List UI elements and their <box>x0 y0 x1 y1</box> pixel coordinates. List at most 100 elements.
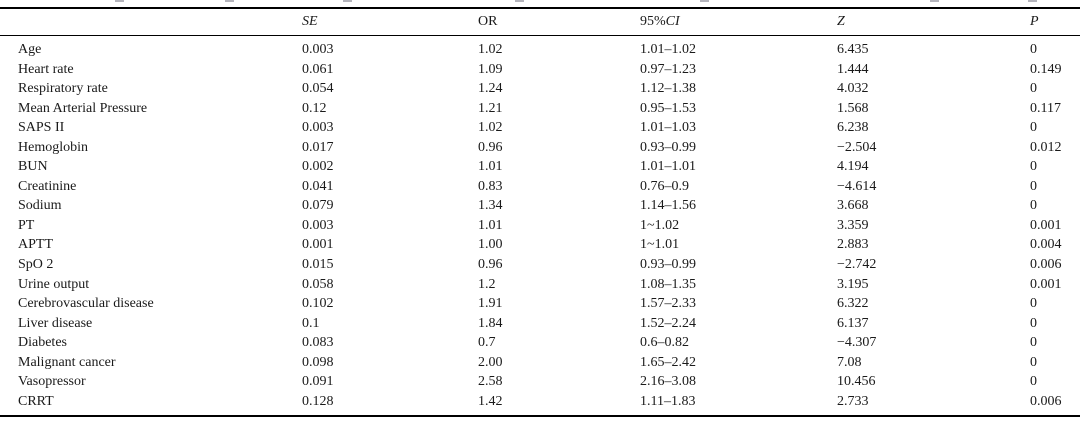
header-row: SE OR 95%CI Z P <box>0 8 1080 36</box>
table-row: Age 0.003 1.02 1.01–1.02 6.435 0 <box>0 36 1080 60</box>
regression-results-table: SE OR 95%CI Z P Age 0.003 1.02 1.01–1.02 6.4… <box>0 7 1080 418</box>
cell-or: 1.24 <box>478 81 503 97</box>
cell-variable: Cerebrovascular disease <box>18 296 154 312</box>
cell-p: 0 <box>1030 374 1037 390</box>
cell-variable: PT <box>18 217 35 233</box>
cell-variable: Malignant cancer <box>18 354 116 370</box>
cell-se: 0.091 <box>302 374 334 390</box>
cell-or: 0.96 <box>478 139 503 155</box>
cropped-text-remnant <box>0 0 1080 4</box>
cell-z: −2.504 <box>837 139 877 155</box>
table-row: Sodium 0.079 1.34 1.14–1.56 3.668 0 <box>0 196 1080 216</box>
cell-se: 0.098 <box>302 354 334 370</box>
cell-or: 1.09 <box>478 61 503 77</box>
cell-p: 0.001 <box>1030 276 1062 292</box>
cell-or: 1.34 <box>478 198 503 214</box>
cell-or: 1.2 <box>478 276 496 292</box>
cell-variable: Sodium <box>18 198 62 214</box>
cell-se: 0.083 <box>302 335 334 351</box>
table-row: CRRT 0.128 1.42 1.11–1.83 2.733 0.006 <box>0 392 1080 417</box>
cell-ci: 1.57–2.33 <box>640 296 696 312</box>
cell-ci: 1.01–1.03 <box>640 120 696 136</box>
col-header-z: Z <box>837 8 1030 36</box>
cell-z: 10.456 <box>837 374 876 390</box>
cell-z: 4.194 <box>837 159 869 175</box>
cell-p: 0.117 <box>1030 100 1061 116</box>
cell-ci: 0.93–0.99 <box>640 139 696 155</box>
cell-or: 0.96 <box>478 257 503 273</box>
cell-ci: 1.08–1.35 <box>640 276 696 292</box>
text-fragment <box>1028 0 1037 2</box>
table-row: Urine output 0.058 1.2 1.08–1.35 3.195 0.001 <box>0 275 1080 295</box>
table-row: Malignant cancer 0.098 2.00 1.65–2.42 7.08 0 <box>0 353 1080 373</box>
table-row: SpO 2 0.015 0.96 0.93–0.99 −2.742 0.006 <box>0 255 1080 275</box>
cell-p: 0 <box>1030 120 1037 136</box>
cell-se: 0.003 <box>302 120 334 136</box>
ci-label: CI <box>665 14 680 29</box>
col-header-or: OR <box>478 8 640 36</box>
cell-p: 0 <box>1030 178 1037 194</box>
cell-or: 2.00 <box>478 354 503 370</box>
cell-or: 1.21 <box>478 100 503 116</box>
cell-z: 4.032 <box>837 81 869 97</box>
cell-ci: 0.93–0.99 <box>640 257 696 273</box>
cell-se: 0.002 <box>302 159 334 175</box>
table-row: Diabetes 0.083 0.7 0.6–0.82 −4.307 0 <box>0 333 1080 353</box>
cell-or: 1.42 <box>478 393 503 409</box>
cell-variable: Liver disease <box>18 315 93 331</box>
cell-se: 0.003 <box>302 217 334 233</box>
cell-p: 0.149 <box>1030 61 1062 77</box>
cell-se: 0.058 <box>302 276 334 292</box>
cell-or: 1.01 <box>478 217 503 233</box>
cell-ci: 1~1.01 <box>640 237 680 253</box>
cell-z: 1.568 <box>837 100 869 116</box>
cell-or: 1.02 <box>478 42 503 57</box>
cell-se: 0.017 <box>302 139 334 155</box>
cell-ci: 0.95–1.53 <box>640 100 696 116</box>
cell-p: 0 <box>1030 42 1037 57</box>
table-row: Cerebrovascular disease 0.102 1.91 1.57–2.3… <box>0 294 1080 314</box>
cell-p: 0.001 <box>1030 217 1062 233</box>
cell-variable: Respiratory rate <box>18 81 108 97</box>
cell-variable: Heart rate <box>18 61 74 77</box>
cell-z: 3.195 <box>837 276 869 292</box>
cell-z: 3.359 <box>837 217 869 233</box>
cell-p: 0.012 <box>1030 139 1062 155</box>
cell-variable: Mean Arterial Pressure <box>18 100 148 116</box>
cell-se: 0.003 <box>302 42 334 57</box>
cell-or: 1.91 <box>478 296 503 312</box>
cell-variable: BUN <box>18 159 48 175</box>
cell-or: 1.02 <box>478 120 503 136</box>
cell-z: −2.742 <box>837 257 877 273</box>
cell-variable: Urine output <box>18 276 90 292</box>
cell-z: 6.322 <box>837 296 869 312</box>
table-row: Heart rate 0.061 1.09 0.97–1.23 1.444 0.149 <box>0 60 1080 80</box>
text-fragment <box>343 0 352 2</box>
cell-ci: 1.11–1.83 <box>640 393 696 409</box>
cell-variable: Hemoglobin <box>18 139 88 155</box>
cell-se: 0.015 <box>302 257 334 273</box>
table-row: Liver disease 0.1 1.84 1.52–2.24 6.137 0 <box>0 314 1080 334</box>
cell-p: 0 <box>1030 296 1037 312</box>
cell-or: 0.83 <box>478 178 503 194</box>
cell-p: 0.006 <box>1030 393 1062 409</box>
cell-p: 0 <box>1030 198 1037 214</box>
cell-variable: APTT <box>18 237 53 253</box>
cell-ci: 1~1.02 <box>640 217 680 233</box>
ci-prefix: 95% <box>640 14 666 29</box>
cell-p: 0.006 <box>1030 257 1062 273</box>
cell-z: 2.883 <box>837 237 869 253</box>
table-row: Respiratory rate 0.054 1.24 1.12–1.38 4.032 0 <box>0 79 1080 99</box>
cell-ci: 1.12–1.38 <box>640 81 696 97</box>
cell-z: 1.444 <box>837 61 869 77</box>
cell-variable: CRRT <box>18 393 54 409</box>
cell-z: 2.733 <box>837 393 869 409</box>
cell-ci: 0.6–0.82 <box>640 335 689 351</box>
table-row: Hemoglobin 0.017 0.96 0.93–0.99 −2.504 0.012 <box>0 138 1080 158</box>
text-fragment <box>515 0 524 2</box>
cell-variable: Creatinine <box>18 178 77 194</box>
cell-p: 0.004 <box>1030 237 1062 253</box>
text-fragment <box>115 0 124 2</box>
cell-z: 6.137 <box>837 315 869 331</box>
